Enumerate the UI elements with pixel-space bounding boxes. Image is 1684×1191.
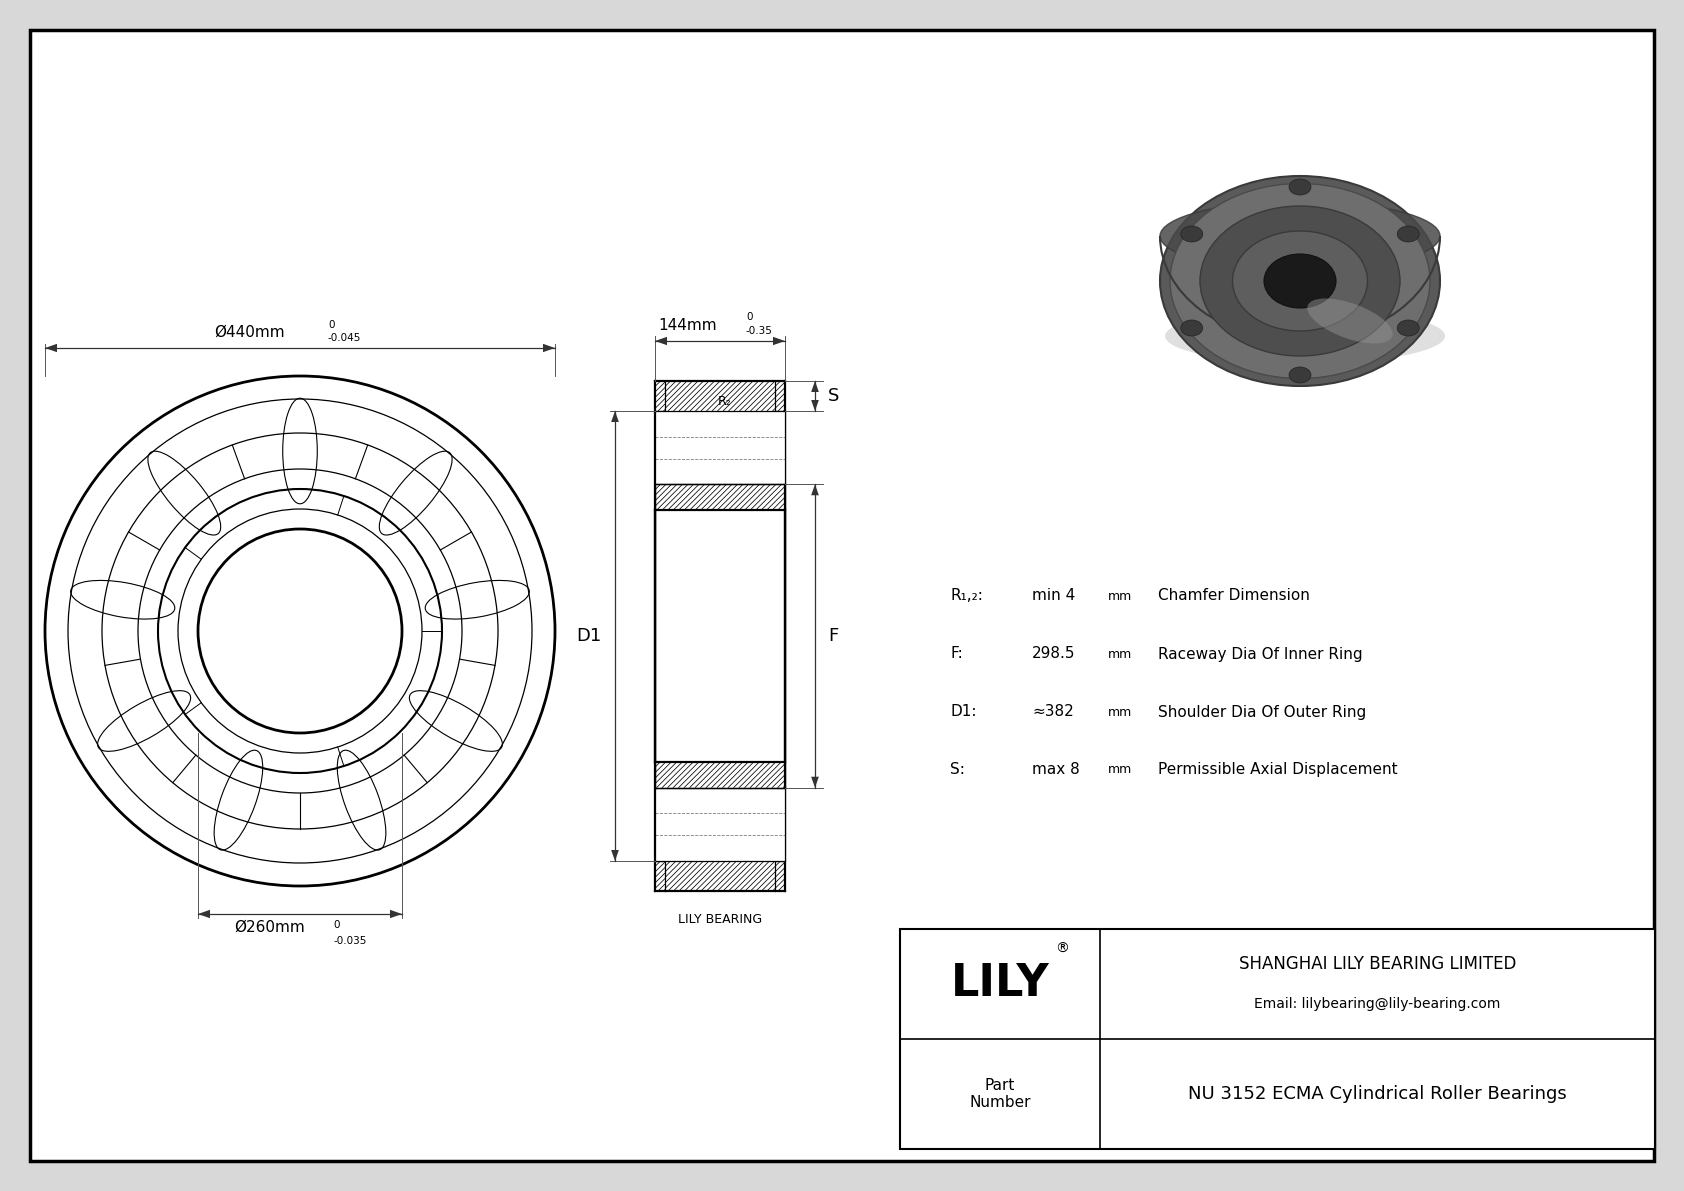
Text: mm: mm: [1108, 705, 1132, 718]
Text: F:: F:: [950, 647, 963, 661]
Text: 144mm: 144mm: [658, 318, 717, 333]
Text: 0: 0: [328, 320, 335, 330]
Ellipse shape: [1160, 201, 1440, 272]
Ellipse shape: [1307, 299, 1393, 343]
Text: Email: lilybearing@lily-bearing.com: Email: lilybearing@lily-bearing.com: [1255, 997, 1500, 1011]
Polygon shape: [611, 411, 618, 422]
Bar: [655, 787, 785, 861]
Text: 0: 0: [746, 312, 753, 322]
Text: R₂: R₂: [717, 395, 733, 409]
Text: mm: mm: [1108, 590, 1132, 603]
Text: max 8: max 8: [1032, 762, 1079, 778]
Ellipse shape: [1180, 320, 1202, 336]
Ellipse shape: [1165, 308, 1445, 363]
Text: Permissible Axial Displacement: Permissible Axial Displacement: [1159, 762, 1398, 778]
Ellipse shape: [1398, 320, 1420, 336]
Text: R₁,₂:: R₁,₂:: [950, 588, 983, 604]
Text: ≈382: ≈382: [1032, 705, 1074, 719]
Ellipse shape: [1201, 206, 1399, 356]
Bar: [899, 929, 1655, 1149]
Text: Chamfer Dimension: Chamfer Dimension: [1159, 588, 1310, 604]
Ellipse shape: [1170, 183, 1430, 379]
Polygon shape: [773, 337, 785, 345]
Text: min 4: min 4: [1032, 588, 1076, 604]
Ellipse shape: [1265, 254, 1335, 308]
Text: LILY BEARING: LILY BEARING: [679, 913, 763, 925]
Ellipse shape: [1233, 231, 1367, 331]
Text: Raceway Dia Of Inner Ring: Raceway Dia Of Inner Ring: [1159, 647, 1362, 661]
Text: NU 3152 ECMA Cylindrical Roller Bearings: NU 3152 ECMA Cylindrical Roller Bearings: [1189, 1085, 1566, 1103]
Text: Part
Number: Part Number: [970, 1078, 1031, 1110]
Text: SHANGHAI LILY BEARING LIMITED: SHANGHAI LILY BEARING LIMITED: [1239, 955, 1516, 973]
Polygon shape: [391, 910, 402, 918]
Polygon shape: [45, 344, 57, 353]
Text: S:: S:: [950, 762, 965, 778]
Polygon shape: [812, 777, 818, 787]
Text: S: S: [829, 387, 839, 405]
Text: -0.035: -0.035: [333, 936, 367, 946]
Polygon shape: [812, 400, 818, 411]
Ellipse shape: [1180, 226, 1202, 242]
Ellipse shape: [1288, 367, 1312, 384]
Text: mm: mm: [1108, 763, 1132, 777]
Polygon shape: [812, 485, 818, 495]
Text: LILY: LILY: [951, 962, 1049, 1005]
Text: -0.35: -0.35: [746, 326, 773, 336]
Text: mm: mm: [1108, 648, 1132, 661]
Text: 298.5: 298.5: [1032, 647, 1076, 661]
Text: D1: D1: [576, 626, 601, 646]
Polygon shape: [812, 381, 818, 392]
Ellipse shape: [1160, 176, 1440, 386]
Polygon shape: [199, 910, 210, 918]
Ellipse shape: [1398, 226, 1420, 242]
Ellipse shape: [1288, 179, 1312, 195]
Text: ®: ®: [1056, 942, 1069, 956]
Text: Shoulder Dia Of Outer Ring: Shoulder Dia Of Outer Ring: [1159, 705, 1366, 719]
Polygon shape: [655, 337, 667, 345]
Text: R₁: R₁: [724, 463, 738, 476]
Polygon shape: [542, 344, 556, 353]
Polygon shape: [611, 850, 618, 861]
Text: D1:: D1:: [950, 705, 977, 719]
Text: -0.045: -0.045: [328, 333, 362, 343]
Text: F: F: [829, 626, 839, 646]
Text: Ø260mm: Ø260mm: [234, 919, 305, 935]
Bar: [655, 411, 785, 485]
Text: 0: 0: [333, 919, 340, 930]
Text: Ø440mm: Ø440mm: [214, 325, 285, 339]
